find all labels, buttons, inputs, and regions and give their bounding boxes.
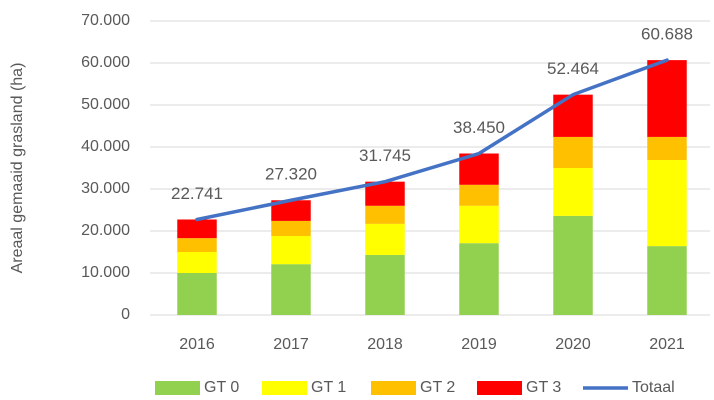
bar-segment (459, 243, 499, 315)
legend-swatch (155, 381, 200, 395)
x-tick-label: 2020 (555, 336, 591, 353)
x-tick-label: 2017 (273, 336, 309, 353)
bar-segment (271, 264, 311, 315)
data-label: 52.464 (547, 59, 599, 78)
bar-segment (647, 60, 687, 137)
y-tick-label: 30.000 (81, 180, 130, 197)
y-tick-label: 10.000 (81, 264, 130, 281)
bar-segment (177, 273, 217, 315)
y-tick-label: 70.000 (81, 12, 130, 29)
legend-label: Totaal (632, 379, 675, 396)
bar-segment (553, 94, 593, 137)
y-axis-title: Areaal gemaaid grasland (ha) (9, 63, 26, 274)
bar-segment (553, 136, 593, 168)
bar-segment (365, 205, 405, 224)
x-tick-label: 2019 (461, 336, 497, 353)
bar-segment (365, 223, 405, 255)
bar-segment (459, 184, 499, 206)
data-label: 22.741 (171, 184, 223, 203)
x-tick-label: 2021 (649, 336, 685, 353)
bar-segment (553, 215, 593, 315)
bar-segment (177, 252, 217, 273)
legend-label: GT 3 (526, 379, 561, 396)
bar-segment (271, 236, 311, 265)
bar-segment (177, 238, 217, 252)
y-tick-label: 0 (121, 306, 130, 323)
legend-label: GT 2 (420, 379, 455, 396)
total-line (195, 58, 669, 222)
legend-swatch (477, 381, 522, 395)
legend-label: GT 0 (204, 379, 239, 396)
y-tick-label: 60.000 (81, 54, 130, 71)
data-label: 38.450 (453, 118, 505, 137)
bar-segment (647, 246, 687, 315)
y-tick-label: 20.000 (81, 222, 130, 239)
legend-swatch (262, 381, 307, 395)
legend-swatch (371, 381, 416, 395)
data-label: 60.688 (641, 25, 693, 44)
bar-segment (459, 205, 499, 244)
bar-segment (271, 220, 311, 237)
data-label: 27.320 (265, 165, 317, 184)
bar-segment (177, 219, 217, 239)
bar-segment (553, 168, 593, 216)
legend-label: GT 1 (311, 379, 346, 396)
bar-segment (365, 254, 405, 315)
bar-segment (647, 136, 687, 161)
y-tick-label: 40.000 (81, 138, 130, 155)
x-tick-label: 2016 (179, 336, 215, 353)
data-label: 31.745 (359, 146, 411, 165)
bar-segment (271, 200, 311, 221)
y-tick-label: 50.000 (81, 96, 130, 113)
x-tick-label: 2018 (367, 336, 403, 353)
bar-segment (647, 160, 687, 247)
